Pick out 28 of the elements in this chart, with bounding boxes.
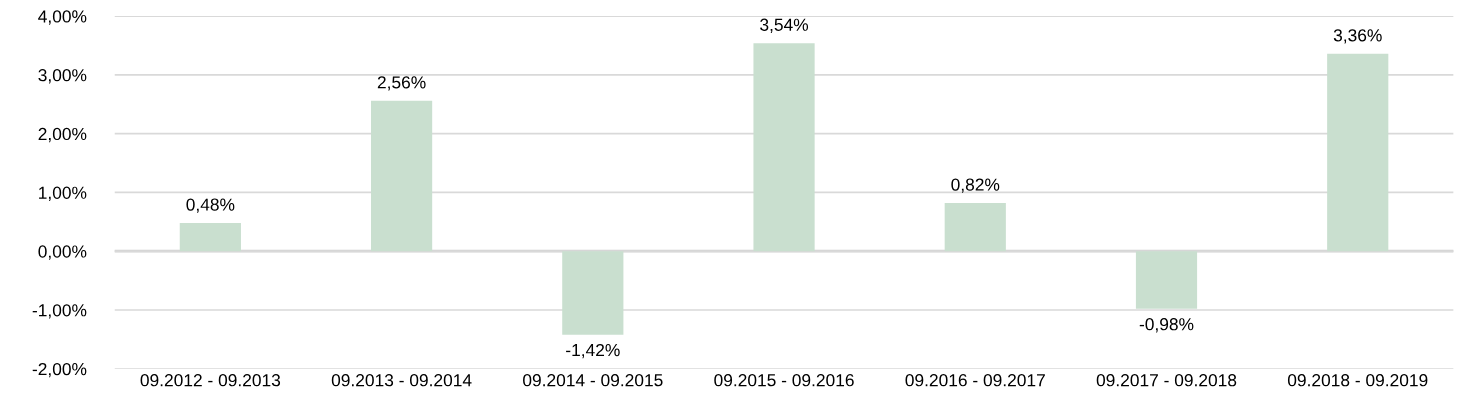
- bar: [944, 203, 1006, 252]
- y-tick-label: 0,00%: [38, 245, 87, 260]
- y-tick-label: 3,00%: [38, 69, 87, 84]
- x-tick-label: 09.2013 - 09.2014: [331, 374, 472, 387]
- data-label: 2,56%: [377, 76, 426, 91]
- y-tick-label: 2,00%: [38, 127, 87, 143]
- y-tick-label: -1,00%: [32, 304, 87, 319]
- x-tick-label: 09.2018 - 09.2019: [1287, 374, 1428, 387]
- x-tick-label: 09.2015 - 09.2016: [714, 374, 854, 387]
- data-label: 3,36%: [1333, 29, 1382, 44]
- x-tick-label: 09.2017 - 09.2018: [1096, 374, 1237, 387]
- data-label: -1,42%: [566, 343, 620, 359]
- bar: [562, 251, 624, 335]
- y-tick-label: 1,00%: [39, 186, 87, 201]
- data-label: 0,48%: [186, 198, 235, 213]
- x-tick-label: 09.2014 - 09.2015: [523, 374, 663, 387]
- data-label: 0,82%: [951, 178, 1000, 193]
- x-tick-label: 09.2012 - 09.2013: [140, 374, 281, 387]
- bar: [1135, 251, 1198, 309]
- bar: [1327, 53, 1389, 252]
- bar: [370, 100, 433, 252]
- y-tick-label: 4,00%: [38, 10, 87, 25]
- data-label: 3,54%: [760, 18, 809, 33]
- bar: [179, 222, 241, 252]
- x-tick-label: 09.2016 - 09.2017: [905, 374, 1045, 387]
- bar: [753, 43, 815, 252]
- data-label: -0,98%: [1139, 318, 1194, 333]
- y-tick-label: -2,00%: [32, 362, 87, 378]
